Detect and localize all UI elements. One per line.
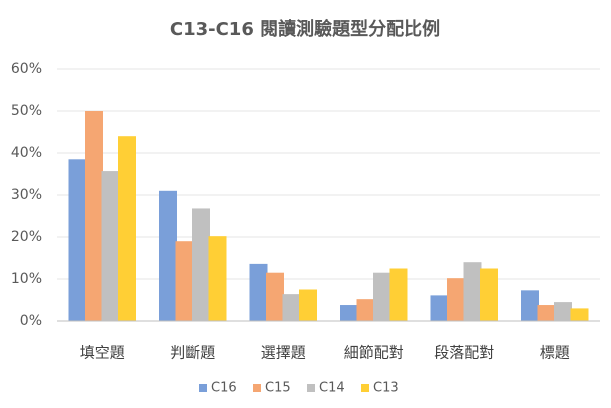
legend-swatch bbox=[307, 384, 315, 392]
y-tick-label: 50% bbox=[11, 103, 42, 119]
y-tick-label: 10% bbox=[11, 271, 42, 287]
bar bbox=[554, 302, 572, 321]
bar bbox=[356, 299, 375, 321]
bar bbox=[447, 278, 465, 321]
bar bbox=[85, 111, 103, 321]
legend-swatch bbox=[361, 384, 369, 392]
bar bbox=[118, 136, 136, 321]
legend-label: C14 bbox=[319, 381, 345, 396]
bar bbox=[570, 308, 589, 321]
bar bbox=[208, 236, 227, 321]
x-tick-label: 段落配對 bbox=[434, 344, 494, 362]
chart-title: C13-C16 閱讀測驗題型分配比例 bbox=[170, 18, 440, 40]
bar bbox=[537, 305, 556, 321]
bar bbox=[175, 241, 194, 321]
bar bbox=[192, 208, 210, 321]
bar bbox=[101, 171, 120, 321]
bar bbox=[430, 295, 449, 321]
bar bbox=[159, 190, 177, 321]
legend-label: C13 bbox=[373, 381, 399, 396]
bar bbox=[266, 272, 284, 321]
y-tick-label: 0% bbox=[20, 313, 42, 329]
bar bbox=[340, 305, 358, 321]
legend-label: C15 bbox=[265, 381, 291, 396]
y-tick-label: 20% bbox=[11, 229, 42, 245]
legend-label: C16 bbox=[211, 381, 237, 396]
bar bbox=[463, 262, 482, 321]
bar bbox=[521, 290, 539, 321]
legend-swatch bbox=[199, 384, 207, 392]
bar bbox=[282, 294, 301, 321]
x-tick-label: 填空題 bbox=[80, 344, 125, 362]
bar bbox=[389, 268, 408, 321]
bar bbox=[373, 272, 391, 321]
legend-swatch bbox=[253, 384, 261, 392]
x-tick-label: 細節配對 bbox=[344, 344, 404, 362]
bar bbox=[299, 289, 317, 321]
x-tick-label: 選擇題 bbox=[261, 344, 306, 362]
y-tick-label: 30% bbox=[11, 187, 42, 203]
x-tick-label: 標題 bbox=[540, 344, 570, 362]
bar bbox=[480, 268, 498, 321]
x-tick-label: 判斷題 bbox=[170, 344, 215, 362]
bar bbox=[68, 159, 87, 321]
y-tick-label: 60% bbox=[11, 61, 42, 77]
y-tick-label: 40% bbox=[11, 145, 42, 161]
bar bbox=[249, 263, 268, 321]
